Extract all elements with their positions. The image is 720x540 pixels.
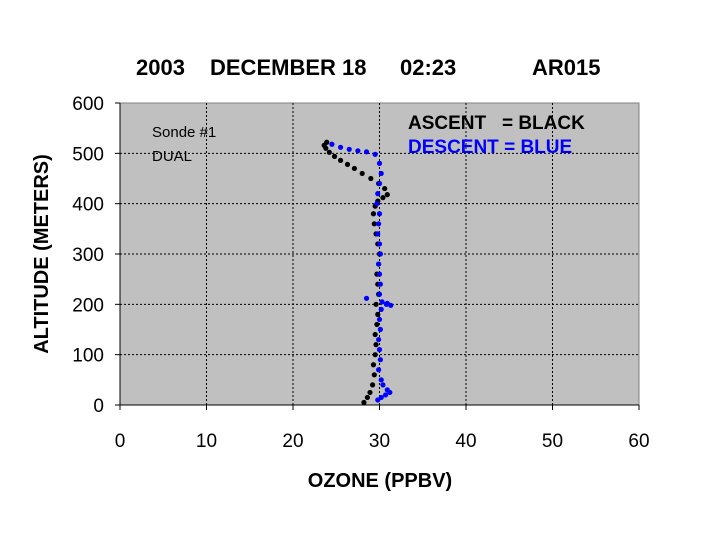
y-tick-label: 400	[72, 195, 104, 216]
data-point-series-0	[372, 352, 378, 358]
data-point-series-1	[375, 191, 381, 197]
y-tick-label: 200	[72, 295, 104, 316]
axes	[115, 102, 640, 410]
y-tick-label: 600	[72, 94, 104, 115]
legend-descent: DESCENT = BLUE	[408, 137, 572, 158]
gridlines	[120, 103, 639, 405]
y-tick-label: 0	[93, 396, 104, 417]
y-tick-label: 500	[72, 144, 104, 165]
data-point-series-0	[370, 362, 377, 368]
x-tick-labels: 0 10 20 30 40 50 60	[115, 431, 650, 452]
data-point-series-1	[387, 389, 393, 396]
data-point-series-1	[375, 397, 381, 403]
data-point-series-1	[384, 300, 390, 306]
data-point-series-2	[363, 295, 370, 301]
data-point-series-0	[371, 221, 377, 227]
y-tick-labels: 0 100 200 300 400 500 600	[72, 94, 104, 417]
data-point-series-1	[377, 281, 383, 287]
legend: ASCENT = BLACK DESCENT = BLUE	[408, 113, 585, 158]
data-point-series-1	[376, 180, 383, 187]
data-point-series-0	[380, 195, 386, 201]
data-point-series-0	[351, 165, 358, 172]
data-point-series-1	[376, 347, 383, 353]
data-point-series-1	[382, 392, 389, 398]
x-tick-label: 50	[542, 431, 563, 452]
data-point-series-0	[337, 157, 344, 163]
data-point-series-1	[377, 357, 383, 363]
y-tick-label: 300	[72, 245, 104, 266]
data-point-series-1	[376, 271, 383, 277]
x-axis-label: OZONE (PPBV)	[308, 470, 452, 492]
data-point-series-1	[355, 148, 361, 154]
title-date: DECEMBER 18	[210, 55, 366, 80]
data-point-series-0	[375, 311, 381, 317]
data-point-series-1	[378, 306, 384, 312]
data-point-series-1	[372, 151, 378, 157]
data-point-series-0	[367, 389, 373, 396]
data-point-series-1	[376, 241, 383, 247]
data-point-series-1	[376, 160, 383, 166]
data-point-series-1	[346, 146, 352, 152]
legend-ascent: ASCENT = BLACK	[408, 113, 585, 134]
data-point-series-0	[324, 139, 330, 145]
data-point-series-1	[375, 231, 381, 237]
data-point-series-0	[368, 175, 374, 182]
y-tick-label: 100	[72, 346, 104, 367]
data-point-series-0	[369, 382, 376, 388]
x-tick-label: 60	[628, 431, 649, 452]
data-point-series-0	[371, 372, 377, 378]
data-point-series-1	[380, 382, 386, 388]
data-point-series-0	[370, 211, 377, 217]
data-point-series-0	[372, 331, 378, 338]
x-tick-label: 10	[196, 431, 217, 452]
x-tick-label: 30	[369, 431, 390, 452]
data-point-series-1	[376, 316, 383, 323]
data-point-series-1	[374, 201, 380, 207]
y-axis-label: ALTITUDE (METERS)	[31, 154, 53, 354]
data-point-series-0	[373, 342, 379, 348]
x-tick-label: 40	[455, 431, 476, 452]
title-code: AR015	[532, 55, 600, 80]
title-year: 2003	[136, 55, 185, 80]
x-tick-label: 0	[115, 431, 126, 452]
data-point-series-1	[329, 141, 335, 147]
data-point-series-0	[384, 192, 390, 198]
data-point-series-1	[376, 291, 383, 297]
data-point-series-0	[359, 170, 365, 177]
data-point-series-1	[376, 367, 382, 373]
data-point-series-1	[377, 326, 383, 333]
data-point-series-0	[344, 161, 351, 168]
data-point-series-0	[374, 321, 380, 328]
annotation-sonde: Sonde #1	[152, 124, 216, 141]
data-point-series-1	[376, 221, 382, 227]
data-point-series-0	[364, 394, 370, 401]
data-point-series-1	[376, 336, 382, 343]
annotation-dual: DUAL	[152, 148, 192, 165]
data-point-series-1	[363, 149, 370, 155]
data-point-series-1	[378, 377, 384, 383]
data-point-series-0	[361, 399, 367, 406]
data-point-series-0	[326, 149, 332, 155]
data-point-series-1	[379, 299, 385, 305]
data-point-series-1	[378, 170, 384, 177]
data-point-series-1	[337, 144, 344, 150]
annotation: Sonde #1 DUAL	[152, 124, 216, 165]
data-point-series-1	[377, 251, 383, 257]
chart-title: 2003 DECEMBER 18 02:23 AR015	[136, 55, 600, 80]
data-point-series-0	[373, 301, 379, 307]
data-point-series-1	[376, 211, 383, 217]
data-point-series-0	[331, 153, 338, 159]
data-points	[321, 139, 394, 406]
data-point-series-0	[382, 185, 388, 192]
x-tick-label: 20	[282, 431, 303, 452]
data-point-series-1	[376, 261, 382, 267]
title-time: 02:23	[400, 55, 456, 80]
